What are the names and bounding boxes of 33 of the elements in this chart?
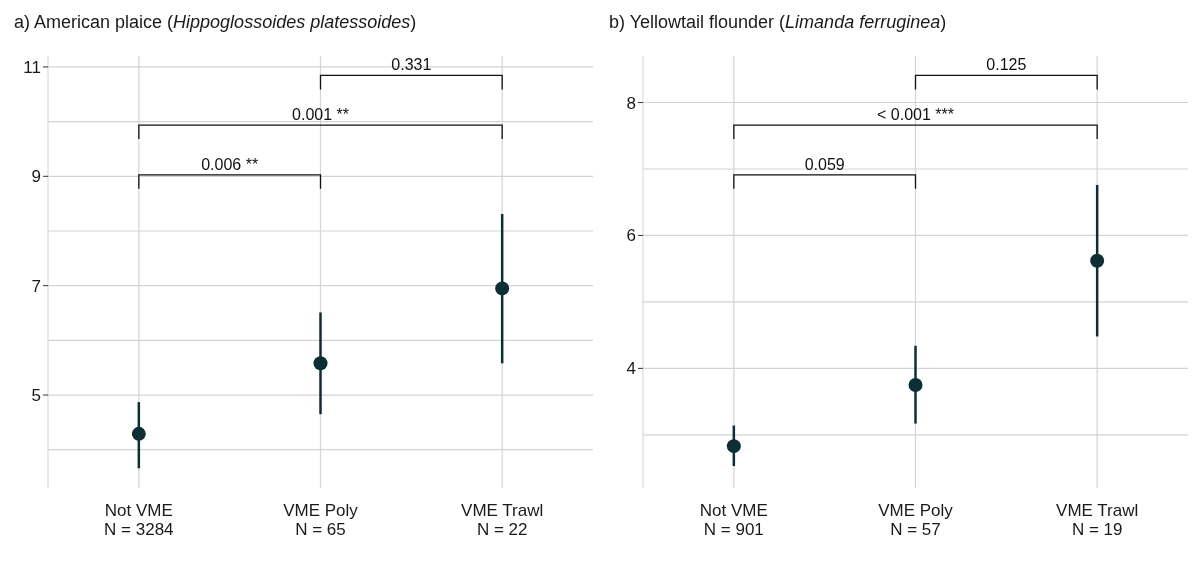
point (313, 356, 328, 371)
significance-bracket: 0.125 (914, 56, 1098, 91)
x-tick-label: VME Trawl N = 22 (461, 501, 544, 539)
point (495, 281, 510, 296)
y-tick-label: 7 (31, 276, 41, 296)
x-tick-label: VME Trawl N = 19 (1056, 501, 1139, 539)
x-tick-label: Not VME N = 3284 (104, 501, 174, 539)
chart-title: b) Yellowtail flounder (Limanda ferruginea) (609, 12, 947, 32)
annotation: 0.059 (804, 155, 845, 173)
significance-bracket: < 0.001 *** (733, 106, 1098, 140)
chart-title: a) American plaice (Hippoglossoides platessoides) (14, 12, 417, 32)
annotation: < 0.001 *** (877, 106, 954, 124)
y-tick-label: 8 (626, 93, 636, 113)
annotation: 0.006 ** (201, 155, 259, 173)
x-tick-label: Not VME N = 901 (699, 501, 768, 539)
y-tick-label: 6 (626, 226, 636, 246)
y-tick-label: 9 (31, 167, 41, 187)
point (908, 377, 923, 392)
significance-bracket: 0.059 (733, 155, 917, 190)
annotation: 0.331 (391, 56, 432, 74)
significance-bracket: 0.331 (319, 56, 503, 91)
point (1090, 253, 1105, 268)
y-tick-label: 4 (626, 359, 636, 379)
y-tick-label: 11 (23, 57, 41, 77)
annotation: 0.125 (986, 56, 1027, 74)
point (131, 426, 146, 441)
significance-bracket: 0.001 ** (138, 106, 503, 140)
annotation: 0.001 ** (292, 106, 349, 124)
x-tick-label: VME Poly N = 57 (878, 501, 954, 539)
significance-bracket: 0.006 ** (138, 155, 322, 190)
y-tick-label: 5 (31, 386, 41, 406)
x-tick-label: VME Poly N = 65 (283, 501, 359, 539)
point (726, 439, 741, 454)
